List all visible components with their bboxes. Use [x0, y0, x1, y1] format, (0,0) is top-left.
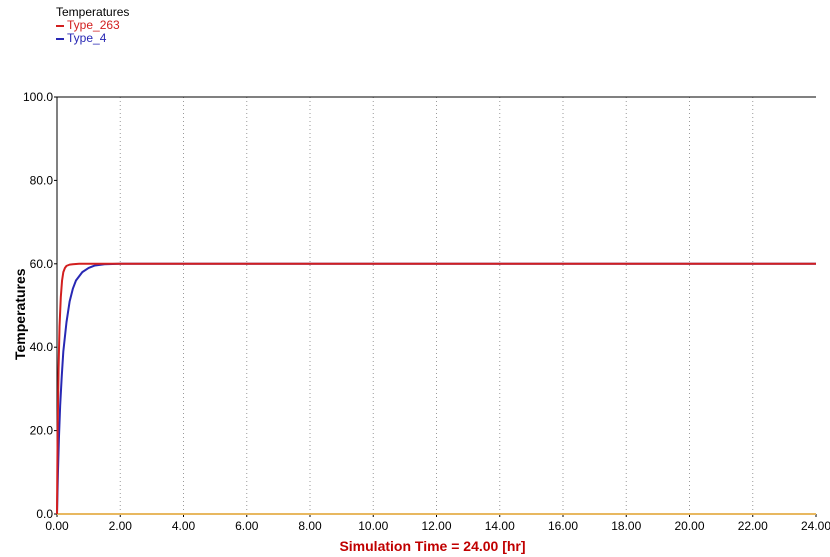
x-tick-label: 12.00: [421, 519, 451, 533]
y-tick-label: 80.0: [30, 173, 54, 187]
y-tick-label: 40.0: [30, 340, 54, 354]
x-tick-label: 0.00: [45, 519, 69, 533]
x-tick-label: 20.00: [674, 519, 704, 533]
x-tick-label: 16.00: [548, 519, 578, 533]
y-tick-label: 0.0: [36, 507, 53, 521]
x-tick-label: 24.00: [801, 519, 830, 533]
legend-swatch-type-4: [56, 37, 64, 40]
series-line-type-263: [56, 262, 816, 515]
legend-item-type-263: Type_263: [56, 19, 129, 32]
x-tick-label: 22.00: [738, 519, 768, 533]
legend-swatch-type-263: [56, 24, 64, 27]
x-tick-label: 14.00: [485, 519, 515, 533]
legend-title: Temperatures: [56, 5, 130, 19]
legend-label-type-4: Type_4: [67, 31, 107, 45]
legend: Temperatures Type_263 Type_4: [56, 6, 129, 45]
x-tick-label: 8.00: [298, 519, 322, 533]
series-line-type-4: [56, 262, 816, 515]
x-tick-label: 10.00: [358, 519, 388, 533]
x-axis-title: Simulation Time = 24.00 [hr]: [339, 538, 526, 554]
legend-item-type-4: Type_4: [56, 32, 129, 45]
y-tick-label: 60.0: [30, 257, 54, 271]
y-tick-label: 100.0: [23, 90, 53, 104]
legend-label-type-263: Type_263: [67, 18, 120, 32]
x-tick-label: 2.00: [109, 519, 133, 533]
x-tick-label: 6.00: [235, 519, 259, 533]
x-tick-label: 4.00: [172, 519, 196, 533]
x-tick-label: 18.00: [611, 519, 641, 533]
y-tick-label: 20.0: [30, 424, 54, 438]
